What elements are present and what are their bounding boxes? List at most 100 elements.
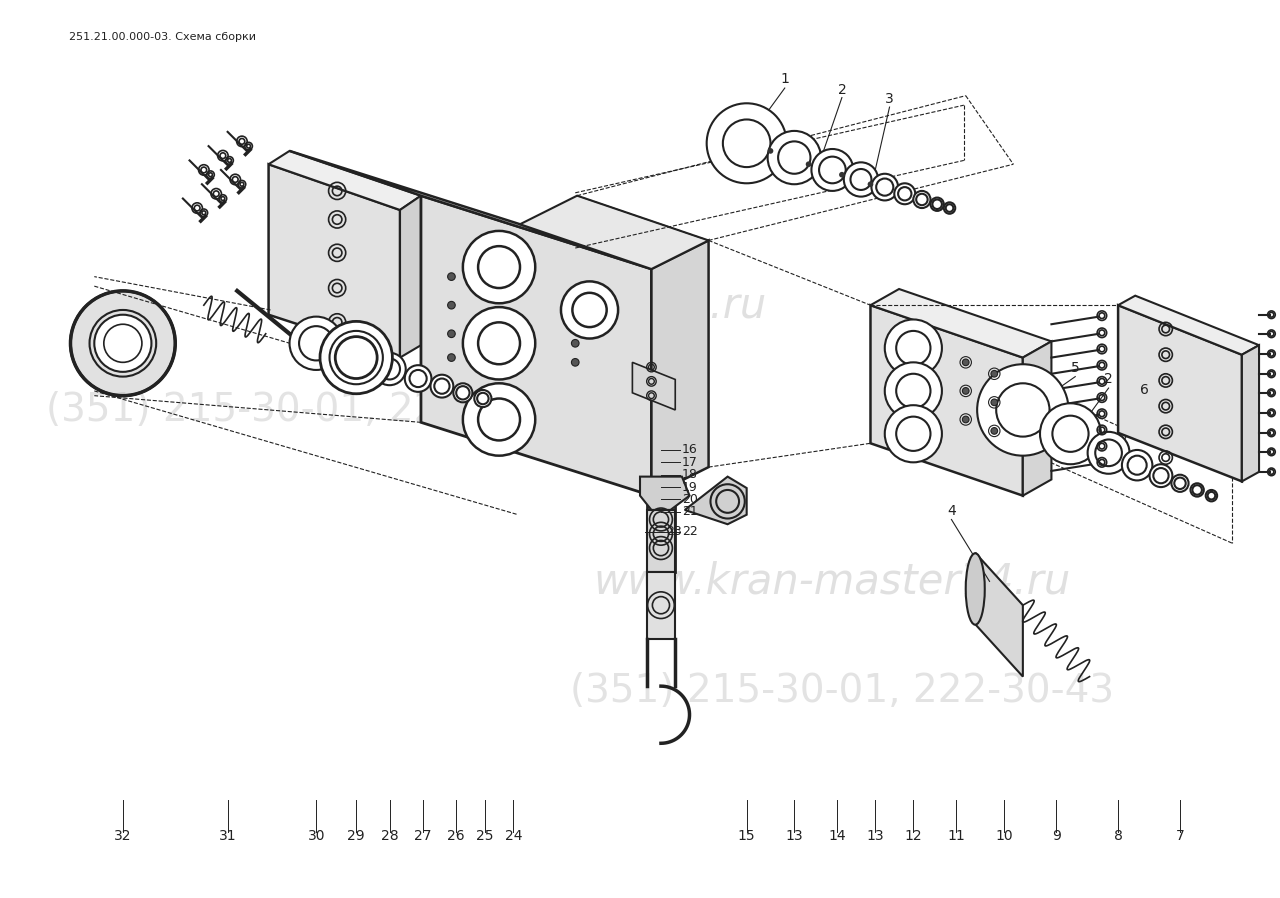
- Circle shape: [479, 246, 520, 288]
- Text: 19: 19: [682, 480, 698, 494]
- Text: 11: 11: [947, 829, 965, 843]
- Circle shape: [1121, 450, 1152, 480]
- Text: 14: 14: [828, 829, 846, 843]
- Text: 15: 15: [737, 829, 755, 843]
- Circle shape: [571, 339, 579, 348]
- Circle shape: [430, 374, 453, 398]
- Text: www.kran-master74.ru: www.kran-master74.ru: [594, 560, 1071, 603]
- Text: 24: 24: [504, 829, 522, 843]
- Circle shape: [963, 388, 969, 394]
- Circle shape: [884, 320, 942, 376]
- Text: 4: 4: [947, 504, 956, 518]
- Polygon shape: [685, 477, 746, 524]
- Text: 32: 32: [114, 829, 132, 843]
- Text: 8: 8: [1114, 829, 1123, 843]
- Text: www.kran-master74.ru: www.kran-master74.ru: [289, 284, 767, 326]
- Circle shape: [872, 174, 899, 200]
- Circle shape: [1190, 483, 1203, 497]
- Text: 9: 9: [1052, 829, 1061, 843]
- Circle shape: [723, 119, 771, 167]
- Circle shape: [996, 383, 1050, 436]
- Circle shape: [1153, 468, 1169, 483]
- Circle shape: [778, 141, 810, 174]
- Text: 7: 7: [1175, 829, 1184, 843]
- Circle shape: [479, 399, 520, 440]
- Circle shape: [932, 199, 942, 209]
- Circle shape: [463, 231, 535, 304]
- Circle shape: [477, 392, 489, 404]
- Circle shape: [1052, 416, 1088, 452]
- Text: 27: 27: [415, 829, 431, 843]
- Text: 17: 17: [682, 456, 698, 469]
- Circle shape: [1041, 403, 1101, 464]
- Circle shape: [1149, 464, 1172, 487]
- Circle shape: [571, 358, 579, 366]
- Circle shape: [991, 371, 997, 377]
- Circle shape: [1193, 485, 1202, 495]
- Polygon shape: [870, 305, 1023, 496]
- Circle shape: [868, 181, 873, 187]
- Circle shape: [561, 281, 618, 339]
- Circle shape: [819, 156, 846, 183]
- Polygon shape: [289, 151, 652, 269]
- Text: 29: 29: [347, 829, 365, 843]
- Text: 22: 22: [682, 525, 698, 539]
- Circle shape: [991, 427, 997, 435]
- Polygon shape: [269, 164, 401, 357]
- Circle shape: [1207, 492, 1215, 499]
- Circle shape: [1096, 439, 1121, 466]
- Circle shape: [463, 383, 535, 455]
- Text: 23: 23: [666, 525, 681, 539]
- Circle shape: [1174, 478, 1185, 489]
- Circle shape: [963, 359, 969, 365]
- Circle shape: [572, 293, 607, 327]
- Polygon shape: [632, 362, 676, 410]
- Text: 30: 30: [307, 829, 325, 843]
- Text: 18: 18: [682, 468, 698, 481]
- Circle shape: [335, 337, 378, 379]
- Text: 1: 1: [781, 72, 790, 86]
- Text: 31: 31: [219, 829, 237, 843]
- Text: 26: 26: [448, 829, 465, 843]
- Polygon shape: [646, 510, 676, 572]
- Circle shape: [448, 354, 456, 361]
- Text: 251.21.00.000-03. Схема сборки: 251.21.00.000-03. Схема сборки: [69, 31, 256, 42]
- Circle shape: [946, 204, 954, 212]
- Circle shape: [840, 172, 845, 178]
- Circle shape: [943, 202, 955, 214]
- Circle shape: [410, 370, 426, 387]
- Circle shape: [884, 405, 942, 462]
- Circle shape: [300, 326, 333, 360]
- Text: 20: 20: [682, 493, 698, 506]
- Polygon shape: [269, 151, 421, 210]
- Circle shape: [991, 399, 997, 406]
- Polygon shape: [1119, 305, 1242, 481]
- Circle shape: [896, 330, 931, 365]
- Circle shape: [379, 358, 401, 380]
- Text: 3: 3: [886, 92, 893, 106]
- Polygon shape: [646, 572, 676, 638]
- Circle shape: [320, 321, 393, 393]
- Circle shape: [337, 339, 375, 376]
- Text: (351) 215-30-01, 222-30-43: (351) 215-30-01, 222-30-43: [570, 672, 1114, 710]
- Text: 25: 25: [476, 829, 494, 843]
- Circle shape: [916, 194, 928, 205]
- Polygon shape: [1242, 345, 1260, 481]
- Circle shape: [896, 374, 931, 408]
- Circle shape: [1128, 455, 1147, 475]
- Circle shape: [844, 163, 878, 197]
- Circle shape: [434, 379, 449, 393]
- Circle shape: [456, 386, 470, 400]
- Circle shape: [475, 390, 492, 407]
- Circle shape: [850, 169, 872, 190]
- Circle shape: [914, 191, 931, 208]
- Polygon shape: [975, 553, 1023, 676]
- Polygon shape: [1119, 295, 1260, 355]
- Circle shape: [707, 103, 787, 183]
- Circle shape: [448, 302, 456, 309]
- Ellipse shape: [965, 553, 984, 625]
- Circle shape: [977, 365, 1069, 455]
- Text: 21: 21: [682, 506, 698, 518]
- Polygon shape: [1023, 341, 1051, 496]
- Circle shape: [374, 353, 406, 385]
